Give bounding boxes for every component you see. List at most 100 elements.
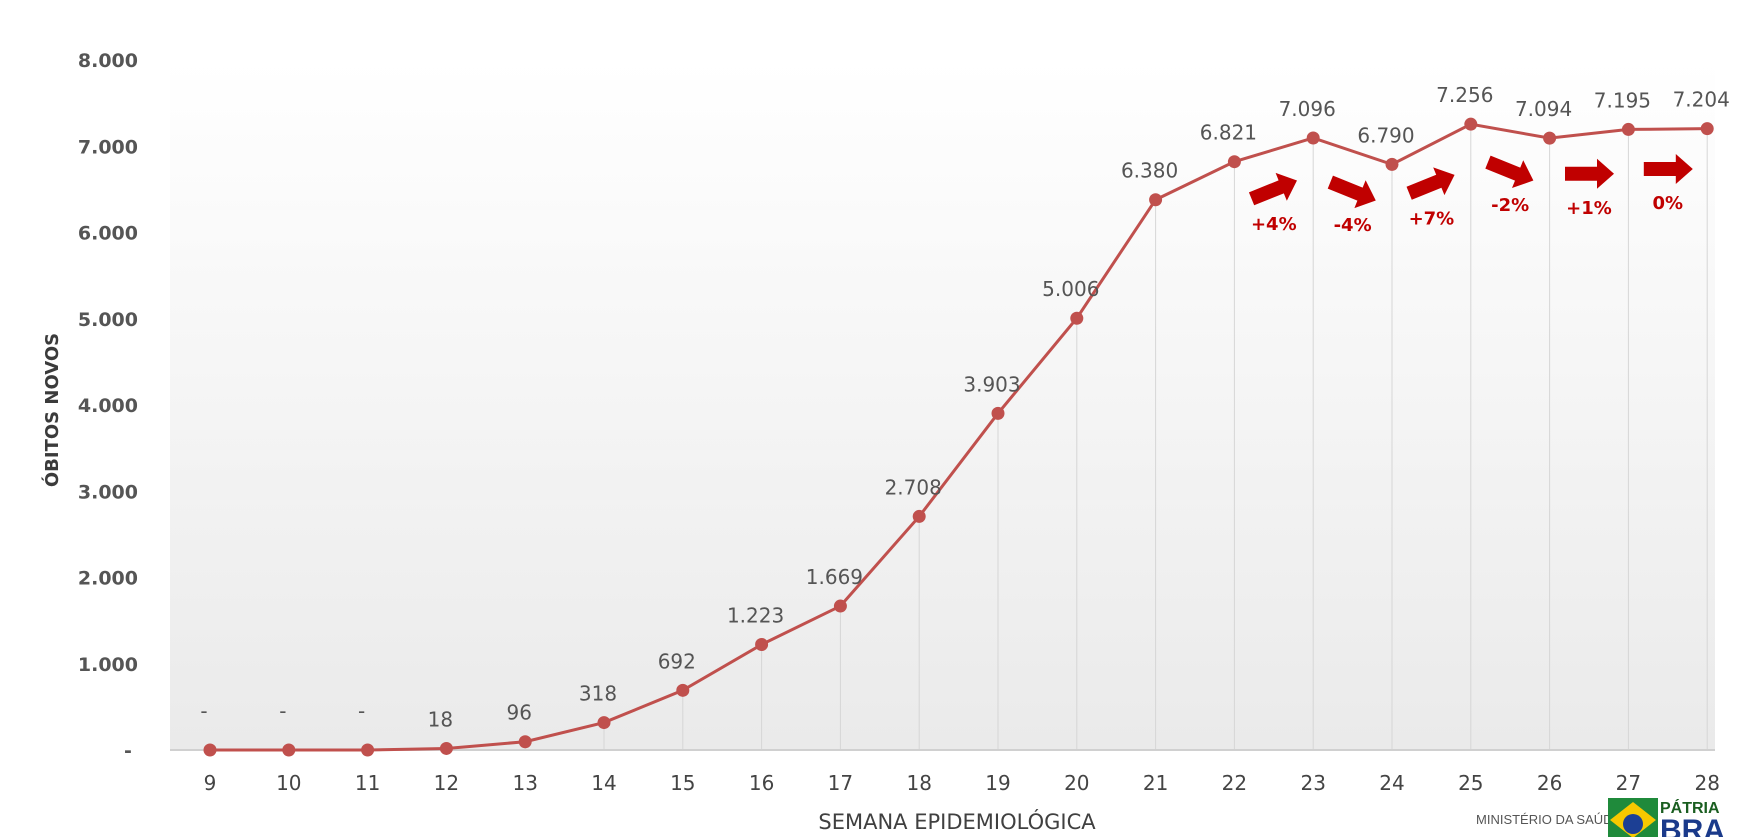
x-tick-label: 27 xyxy=(1616,771,1641,795)
change-percent-label: -4% xyxy=(1334,215,1372,236)
x-tick-label: 14 xyxy=(591,771,616,795)
data-label: 6.790 xyxy=(1357,123,1414,147)
arrow-shape xyxy=(1248,172,1297,206)
vertical-gridlines xyxy=(445,124,1708,750)
data-point xyxy=(912,509,926,523)
y-axis-ticks: - 1.000 2.000 3.000 4.000 5.000 6.000 7.000 8.00… xyxy=(78,50,138,762)
y-tick-label: 3.000 xyxy=(78,481,138,503)
data-point xyxy=(1543,131,1557,145)
x-tick-label: 19 xyxy=(985,771,1010,795)
change-arrow-icon xyxy=(1485,155,1534,189)
data-point xyxy=(833,599,847,613)
change-arrow-icon xyxy=(1406,167,1455,200)
data-point xyxy=(282,743,296,757)
data-point xyxy=(1700,122,1714,136)
data-label: 7.096 xyxy=(1279,97,1336,121)
data-point xyxy=(1464,117,1478,131)
y-tick-label: 1.000 xyxy=(78,654,138,676)
arrow-shape xyxy=(1565,158,1614,189)
arrow-shape xyxy=(1327,175,1376,209)
x-axis-ticks: 9 10 11 12 13 14 15 16 17 18 19 20 21 22 23 24 25 26 27 28 xyxy=(204,771,1720,795)
data-points xyxy=(203,117,1714,757)
y-tick-label: 4.000 xyxy=(78,395,138,417)
change-percent-label: +7% xyxy=(1409,208,1455,229)
ministry-name: MINISTÉRIO DA SAÚDE xyxy=(1476,812,1622,827)
x-tick-label: 20 xyxy=(1064,771,1089,795)
x-tick-label: 12 xyxy=(434,771,459,795)
data-label: 6.821 xyxy=(1200,121,1257,145)
data-label: - xyxy=(358,699,365,723)
data-label: 692 xyxy=(658,649,696,673)
change-percent-label: -2% xyxy=(1491,195,1529,216)
x-tick-label: 11 xyxy=(355,771,380,795)
data-point xyxy=(1070,311,1084,325)
data-point xyxy=(597,716,611,730)
change-arrow-icon xyxy=(1565,158,1614,189)
data-label: 1.669 xyxy=(806,565,863,589)
x-tick-label: 16 xyxy=(749,771,774,795)
y-tick-label: - xyxy=(124,740,132,762)
y-tick-label: 2.000 xyxy=(78,568,138,590)
change-arrow-icon xyxy=(1248,172,1297,206)
x-tick-label: 26 xyxy=(1537,771,1562,795)
data-label: 7.204 xyxy=(1673,88,1730,112)
x-tick-label: 24 xyxy=(1379,771,1404,795)
data-labels: - - - 18 96 318 692 1.223 1.669 2.708 3.903 5.006 6.… xyxy=(200,83,1729,731)
data-label: 7.256 xyxy=(1436,83,1493,107)
y-tick-label: 6.000 xyxy=(78,223,138,245)
data-label: 5.006 xyxy=(1042,277,1099,301)
x-tick-label: 23 xyxy=(1300,771,1325,795)
arrow-shape xyxy=(1485,155,1534,189)
y-axis-title: ÓBITOS NOVOS xyxy=(41,333,63,487)
data-label: 7.094 xyxy=(1515,97,1572,121)
data-point xyxy=(1227,155,1241,169)
data-label: 7.195 xyxy=(1594,88,1651,112)
data-point xyxy=(991,406,1005,420)
data-point xyxy=(1385,157,1399,171)
data-point xyxy=(1306,131,1320,145)
data-label: 2.708 xyxy=(885,475,942,499)
data-point xyxy=(676,683,690,697)
x-tick-label: 9 xyxy=(204,771,217,795)
change-arrow-icon xyxy=(1327,175,1376,209)
data-point xyxy=(203,743,217,757)
data-label: 1.223 xyxy=(727,604,784,628)
brazil-flag-icon xyxy=(1608,798,1658,837)
x-tick-label: 17 xyxy=(828,771,853,795)
data-point xyxy=(1621,122,1635,136)
data-label: 96 xyxy=(506,701,531,725)
y-tick-label: 5.000 xyxy=(78,309,138,331)
change-percent-label: 0% xyxy=(1653,193,1684,214)
logo-text-top: PÁTRIA xyxy=(1660,800,1720,817)
x-axis-title: SEMANA EPIDEMIOLÓGICA xyxy=(818,809,1096,834)
x-tick-label: 21 xyxy=(1143,771,1168,795)
y-tick-label: 7.000 xyxy=(78,136,138,158)
data-point xyxy=(439,741,453,755)
data-label: - xyxy=(279,699,286,723)
x-tick-label: 22 xyxy=(1222,771,1247,795)
y-tick-label: 8.000 xyxy=(78,50,138,72)
data-label: 18 xyxy=(428,707,453,731)
data-label: - xyxy=(200,699,207,723)
x-tick-label: 28 xyxy=(1694,771,1719,795)
x-tick-label: 15 xyxy=(670,771,695,795)
change-percent-label: +1% xyxy=(1566,198,1612,219)
data-point xyxy=(755,638,769,652)
data-point xyxy=(518,735,532,749)
series-line xyxy=(210,122,1708,752)
data-label: 3.903 xyxy=(963,372,1020,396)
x-tick-label: 13 xyxy=(512,771,537,795)
change-arrow-icon xyxy=(1643,154,1693,185)
data-label: 6.380 xyxy=(1121,159,1178,183)
plot-background xyxy=(170,60,1715,750)
x-tick-label: 25 xyxy=(1458,771,1483,795)
change-arrows: +4% -4% +7% -2% +1% 0% xyxy=(1248,154,1693,236)
logo-text-bottom: BRA xyxy=(1660,814,1725,837)
arrow-shape xyxy=(1406,167,1455,200)
data-label: 318 xyxy=(579,682,617,706)
data-point xyxy=(1149,193,1163,207)
x-tick-label: 10 xyxy=(276,771,301,795)
data-point xyxy=(361,743,375,757)
